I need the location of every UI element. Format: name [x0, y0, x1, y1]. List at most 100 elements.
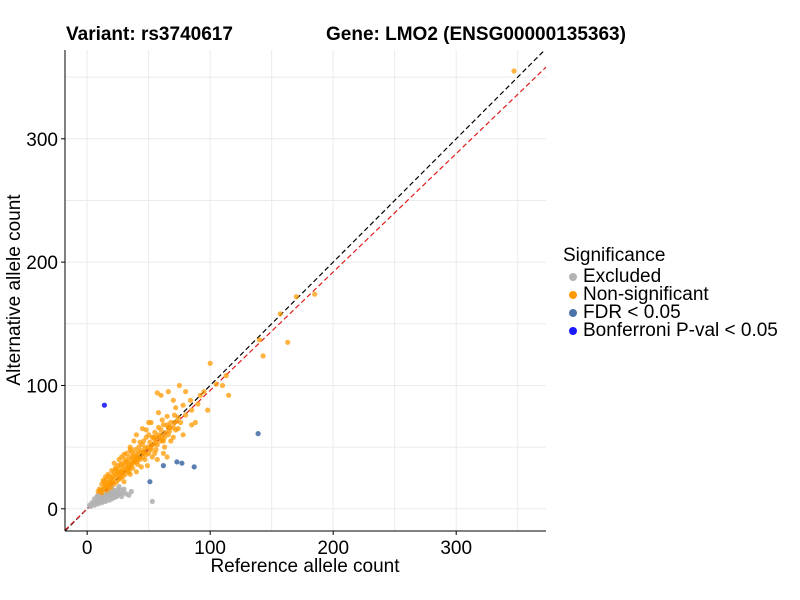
grid-lines [65, 50, 546, 531]
data-point [162, 444, 168, 450]
data-point [189, 407, 195, 413]
data-points [87, 68, 517, 509]
data-point [133, 469, 139, 475]
data-point [293, 294, 299, 300]
legend-title: Significance [563, 245, 666, 266]
data-point [213, 381, 219, 387]
x-tick-label: 100 [194, 538, 226, 559]
data-point [128, 488, 134, 495]
data-point [121, 451, 127, 458]
legend-label: Excluded [583, 266, 662, 287]
data-point [135, 455, 141, 461]
legend-item: Non-significant [563, 284, 778, 305]
data-point [189, 422, 195, 428]
fitted-line [64, 66, 547, 531]
data-point [165, 424, 171, 430]
data-point [160, 450, 166, 456]
data-point [137, 439, 143, 445]
data-point [112, 474, 118, 480]
legend-label: Bonferroni P-val < 0.05 [583, 320, 778, 341]
data-point [136, 444, 142, 450]
data-point [191, 464, 197, 470]
data-point [174, 459, 180, 465]
data-point [127, 444, 133, 450]
data-point [158, 427, 164, 433]
data-point [136, 449, 142, 455]
data-point [260, 353, 266, 359]
data-point [146, 419, 152, 426]
data-point [155, 410, 162, 416]
variant-title: Variant: rs3740617 [66, 24, 233, 45]
axes [64, 50, 546, 532]
data-point [126, 454, 132, 460]
data-point [144, 463, 150, 469]
data-point [116, 456, 122, 463]
legend: Significance Excluded Non-significant FDR … [563, 245, 778, 341]
data-point [154, 456, 160, 463]
data-point [99, 490, 105, 496]
data-point [106, 474, 112, 480]
x-tick-label: 200 [317, 538, 349, 559]
data-point [138, 464, 144, 470]
data-point [183, 389, 189, 395]
y-axis-label: Alternative allele count [4, 194, 25, 386]
data-point [173, 405, 179, 411]
data-point [205, 407, 211, 413]
data-point [171, 419, 178, 426]
data-point [154, 390, 160, 396]
data-point [168, 419, 174, 426]
legend-dot-icon [569, 291, 577, 299]
x-tick-label: 300 [440, 538, 472, 559]
data-point [152, 429, 158, 435]
data-point [149, 498, 155, 504]
axis-ticks: 0 100 200 300 0 100 200 300 [26, 130, 472, 559]
data-point [192, 419, 198, 426]
legend-item: Excluded [563, 266, 778, 287]
data-point [143, 427, 149, 433]
data-point [123, 459, 130, 465]
data-point [164, 413, 170, 419]
data-point [103, 474, 109, 480]
legend-items: Excluded Non-significant FDR < 0.05 Bonferr… [563, 266, 778, 341]
legend-label: FDR < 0.05 [583, 302, 681, 323]
legend-dot-icon [569, 309, 577, 317]
data-point [111, 460, 117, 466]
data-point [121, 479, 127, 485]
data-point [87, 502, 93, 508]
data-point [159, 432, 165, 438]
data-point [183, 412, 189, 418]
data-point [106, 481, 112, 487]
data-point [130, 460, 136, 466]
data-point [170, 434, 176, 440]
data-point [197, 392, 203, 398]
data-point [511, 68, 517, 74]
data-point [201, 389, 207, 395]
data-point [101, 479, 107, 485]
data-point [117, 461, 123, 467]
data-point [153, 439, 159, 445]
data-point [104, 487, 110, 493]
data-point [114, 466, 120, 472]
data-point [256, 337, 262, 343]
legend-label: Non-significant [583, 284, 709, 305]
data-point [131, 451, 137, 458]
data-point [119, 493, 125, 500]
data-point [160, 422, 166, 428]
data-point [168, 438, 174, 444]
legend-dot-icon [569, 273, 577, 281]
data-point [160, 463, 166, 469]
data-point [171, 412, 178, 418]
data-point [195, 401, 201, 407]
data-point [170, 424, 176, 430]
data-point [187, 397, 194, 403]
data-point [149, 454, 155, 460]
x-axis-label: Reference allele count [210, 556, 400, 577]
y-tick-label: 0 [47, 500, 58, 521]
data-point [141, 450, 147, 456]
data-point [153, 434, 159, 440]
data-point [170, 397, 176, 403]
data-point [179, 460, 185, 466]
data-point [159, 417, 165, 423]
data-point [312, 291, 318, 297]
